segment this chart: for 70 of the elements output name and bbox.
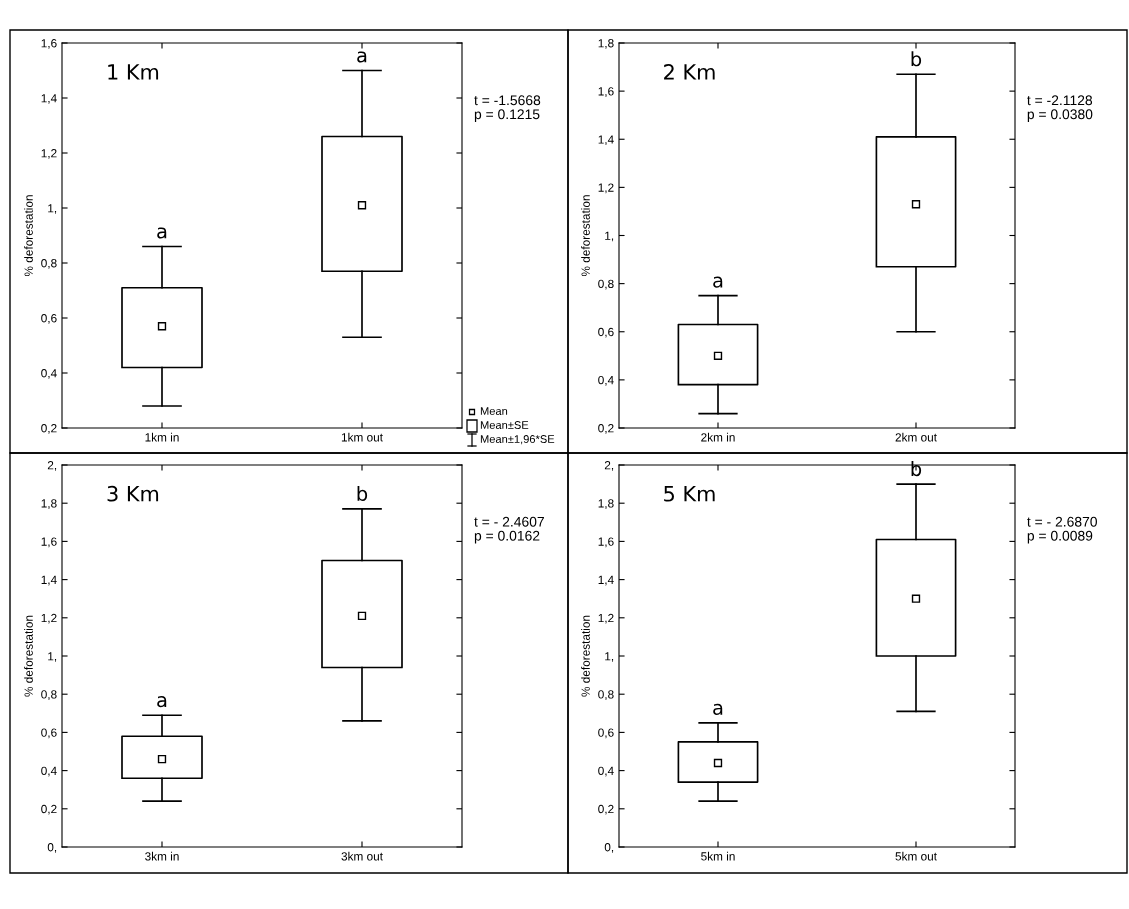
text: 5 Km bbox=[664, 486, 715, 502]
x-tick-label: 3km in bbox=[145, 851, 179, 861]
y-tick-label: 0,2 bbox=[41, 424, 57, 434]
y-tick-label: 2, bbox=[47, 461, 57, 471]
y-tick-label: 0,8 bbox=[41, 690, 57, 700]
x-tick-label: 5km out bbox=[895, 851, 937, 861]
y-tick-label: 1, bbox=[605, 231, 614, 242]
y-tick-label: 0,4 bbox=[41, 369, 57, 379]
x-tick-label: 3km out bbox=[341, 851, 383, 861]
annotation: a bbox=[713, 703, 723, 715]
text: t = - 2.4607 p = 0.0162 bbox=[474, 516, 544, 544]
text: 1 Km bbox=[108, 64, 159, 80]
y-tick-label: 1, bbox=[48, 204, 57, 214]
y-tick-label: 1,4 bbox=[598, 575, 614, 586]
y-tick-label: 0, bbox=[47, 843, 57, 853]
y-tick-label: 1,8 bbox=[41, 499, 57, 509]
y-tick-label: 0,6 bbox=[41, 314, 57, 324]
text: 2 Km bbox=[664, 64, 715, 80]
text: Mean±SE bbox=[480, 421, 529, 429]
annotation: b bbox=[911, 51, 922, 67]
x-tick-label: 1km out bbox=[341, 432, 383, 442]
y-tick-label: 0,6 bbox=[41, 728, 57, 739]
y-tick-label: 0,4 bbox=[41, 766, 57, 777]
x-tick-label: 2km in bbox=[701, 432, 735, 442]
text: t = - 2.6870 p = 0.0089 bbox=[1027, 516, 1097, 544]
y-tick-label: 1,6 bbox=[41, 39, 57, 49]
annotation: a bbox=[713, 276, 723, 288]
x-tick-label: 2km out bbox=[895, 432, 937, 442]
y-tick-label: 1,6 bbox=[598, 537, 614, 548]
y-tick-label: 0,4 bbox=[598, 375, 614, 386]
y-tick-label: 0,8 bbox=[598, 690, 614, 700]
y-axis-title: % deforestation bbox=[24, 615, 33, 697]
y-tick-label: 0,8 bbox=[41, 259, 57, 269]
text: Mean bbox=[480, 407, 508, 415]
y-tick-label: 0,2 bbox=[598, 804, 614, 815]
annotation: a bbox=[357, 51, 367, 63]
y-tick-label: 1,4 bbox=[598, 135, 614, 146]
y-tick-label: 2, bbox=[604, 461, 614, 471]
annotation: a bbox=[157, 696, 167, 708]
y-tick-label: 1,6 bbox=[41, 537, 57, 548]
annotation: b bbox=[357, 485, 368, 501]
y-tick-label: 1,4 bbox=[41, 94, 57, 104]
x-tick-label: 5km in bbox=[701, 851, 735, 861]
y-tick-label: 1,2 bbox=[598, 183, 614, 194]
y-tick-label: 1, bbox=[605, 652, 614, 662]
y-tick-label: 0,4 bbox=[598, 766, 614, 777]
y-tick-label: 1,4 bbox=[41, 575, 57, 586]
y-tick-label: 0,2 bbox=[41, 804, 57, 815]
text: 3 Km bbox=[107, 485, 159, 502]
y-tick-label: 0,2 bbox=[598, 424, 614, 434]
text: t = -2.1128 p = 0.0380 bbox=[1027, 95, 1093, 122]
y-axis-title: % deforestation bbox=[581, 615, 590, 697]
y-tick-label: 1,2 bbox=[598, 613, 614, 624]
y-tick-label: 1,2 bbox=[41, 149, 57, 159]
y-tick-label: 0, bbox=[604, 843, 614, 853]
text: t = -1.5668 p = 0.1215 bbox=[474, 95, 541, 122]
annotation: a bbox=[157, 227, 167, 239]
y-axis-title: % deforestation bbox=[581, 195, 590, 277]
y-tick-label: 1,6 bbox=[598, 87, 614, 97]
y-axis-title: % deforestation bbox=[24, 195, 33, 277]
x-tick-label: 1km in bbox=[145, 432, 179, 442]
y-tick-label: 0,6 bbox=[598, 327, 614, 338]
y-tick-label: 1, bbox=[48, 652, 57, 662]
y-tick-label: 1,8 bbox=[598, 499, 614, 509]
y-tick-label: 0,6 bbox=[598, 728, 614, 739]
y-tick-label: 0,8 bbox=[598, 279, 614, 290]
annotation: b bbox=[911, 461, 922, 477]
y-tick-label: 1,2 bbox=[41, 613, 57, 624]
text: Mean±1,96*SE bbox=[480, 435, 555, 445]
y-tick-label: 1,8 bbox=[598, 39, 614, 49]
